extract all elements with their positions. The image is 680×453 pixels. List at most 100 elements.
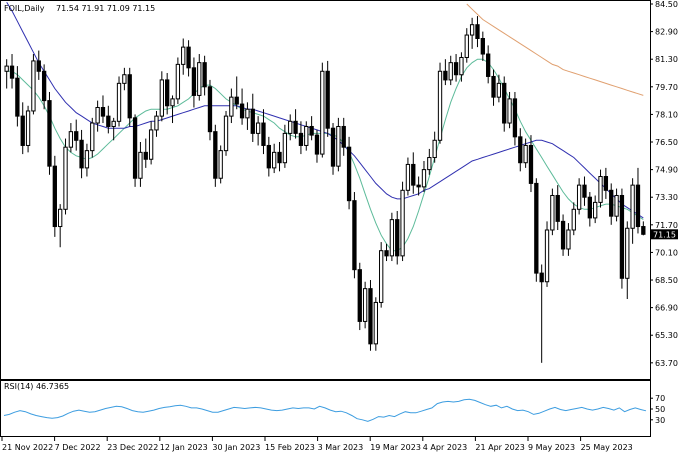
candle-body-bear: [443, 70, 448, 81]
date-tick-label: 19 Mar 2023: [370, 443, 421, 452]
date-tick-label: 25 May 2023: [581, 443, 633, 452]
candle-body-bull: [159, 79, 164, 117]
candle-body-bull: [523, 144, 528, 164]
candle-body-bull: [389, 219, 395, 257]
date-tick-label: 3 Mar 2023: [318, 443, 364, 452]
price-tick-label: 82.90: [655, 28, 678, 37]
rsi-tick-label: 30: [655, 416, 665, 425]
candle-body-bear: [512, 98, 518, 138]
candle-body-bear: [555, 194, 560, 222]
candle-body-bull: [614, 194, 619, 217]
candle-body-bear: [293, 120, 298, 134]
candle-body-bull: [122, 74, 127, 84]
price-tick-label: 84.50: [655, 0, 678, 9]
candle-body-bull: [550, 194, 555, 231]
price-tick-label: 76.50: [655, 138, 678, 147]
ma-line-ma-fast: [6, 58, 644, 252]
candle-body-bear: [100, 107, 106, 117]
date-tick-label: 21 Apr 2023: [475, 443, 524, 452]
candle-body-bull: [223, 115, 229, 152]
candle-body-bull: [625, 227, 630, 279]
symbol-label: FOIL,Daily: [4, 4, 45, 13]
candle-body-bull: [154, 115, 159, 131]
candle-body-bull: [405, 163, 411, 191]
candle-body-bull: [427, 157, 432, 171]
candle-body-bear: [207, 86, 213, 133]
candle-body-bull: [197, 62, 202, 96]
candle-body-bear: [191, 67, 197, 96]
candle-body-bear: [480, 38, 485, 55]
candle-body-bear: [352, 200, 357, 271]
candle-body-bull: [507, 98, 512, 124]
candle-body-bull: [373, 301, 378, 345]
candle-body-bear: [250, 108, 255, 134]
candle-body-bull: [571, 208, 576, 231]
candle-body-bear: [74, 131, 79, 141]
candle-body-bear: [609, 189, 614, 217]
candlestick-series: [4, 16, 646, 363]
candle-body-bear: [635, 184, 641, 228]
price-tick-label: 71.70: [655, 221, 678, 230]
candle-body-bear: [416, 184, 421, 188]
candle-body-bull: [245, 108, 250, 119]
candle-body-bear: [560, 220, 566, 250]
price-tick-label: 70.10: [655, 248, 678, 257]
candle-body-bear: [587, 196, 592, 219]
candle-body-bear: [213, 131, 218, 179]
candle-body-bear: [202, 62, 207, 88]
candle-body-bull: [111, 120, 116, 127]
candle-body-bear: [9, 65, 15, 79]
candle-body-bull: [63, 146, 68, 210]
date-axis: 21 Nov 2022 7 Dec 2022 23 Dec 2022 12 Jan 2…: [1, 437, 633, 452]
price-tick-label: 73.30: [655, 193, 678, 202]
candle-body-bull: [31, 60, 36, 112]
price-tick-label: 68.50: [655, 276, 678, 285]
candle-body-bear: [314, 134, 320, 155]
candle-body-bull: [432, 139, 437, 159]
candle-body-bear: [603, 176, 609, 191]
candle-body-bear: [453, 62, 459, 76]
candle-body-bull: [148, 129, 154, 160]
candle-body-bear: [239, 103, 245, 119]
candle-body-bear: [79, 139, 84, 169]
ma-line-ma-slow: [466, 3, 644, 96]
price-tick-label: 63.70: [655, 359, 678, 368]
date-tick-label: 30 Jan 2023: [212, 443, 260, 452]
candle-body-bull: [544, 229, 550, 283]
price-tick-label: 81.30: [655, 55, 678, 64]
candle-body-bull: [218, 150, 223, 179]
candle-body-bear: [582, 184, 587, 198]
candle-body-bear: [309, 125, 314, 136]
candle-body-bull: [464, 34, 469, 58]
rsi-indicator: 70 50 30: [3, 394, 665, 425]
date-tick-label: 9 May 2023: [528, 443, 575, 452]
candle-body-bear: [52, 165, 57, 228]
rsi-line: [3, 398, 647, 422]
candle-body-bear: [277, 151, 282, 164]
candle-body-bull: [598, 176, 603, 203]
candle-body-bull: [421, 169, 427, 188]
candle-body-bear: [47, 100, 52, 167]
candle-body-bull: [336, 125, 341, 167]
ohlc-readout: 71.54 71.91 71.09 71.15: [56, 4, 155, 13]
price-tick-label: 74.90: [655, 166, 678, 175]
candle-body-bull: [58, 208, 63, 228]
candle-body-bull: [362, 288, 368, 322]
price-axis: 84.50 82.90 81.30 79.70 78.10 76.50 74.90 73.30…: [650, 0, 678, 368]
candle-body-bear: [475, 24, 480, 40]
candle-body-bear: [186, 46, 191, 69]
candle-body-bull: [496, 82, 502, 98]
rsi-title: RSI(14) 46.7365: [4, 382, 69, 391]
candle-body-bear: [234, 96, 239, 105]
candle-body-bear: [20, 115, 25, 146]
candle-body-bull: [437, 70, 443, 141]
candle-body-bull: [304, 125, 309, 146]
candle-body-bull: [4, 65, 9, 72]
candle-body-bull: [459, 56, 464, 76]
date-tick-label: 15 Feb 2023: [265, 443, 315, 452]
price-pane-frame: [0, 0, 651, 380]
candle-body-bear: [395, 219, 400, 257]
candle-body-bull: [181, 46, 186, 65]
candle-body-bear: [539, 272, 544, 283]
candle-body-bear: [502, 82, 507, 124]
